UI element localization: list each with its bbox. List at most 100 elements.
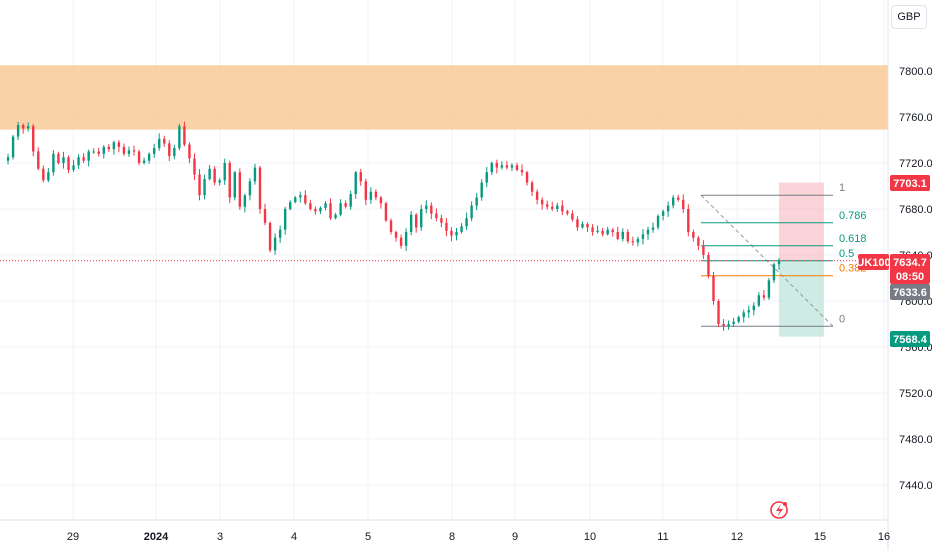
candle-body xyxy=(425,205,428,209)
candle-body xyxy=(772,264,776,281)
time-tick-label: 8 xyxy=(449,531,455,543)
candle-body xyxy=(152,148,156,154)
candle-body xyxy=(158,138,161,149)
short-position-tool[interactable] xyxy=(779,182,824,337)
candle-body xyxy=(767,280,771,298)
time-tick-label: 9 xyxy=(512,531,518,543)
candle-body xyxy=(404,232,408,246)
candle-body xyxy=(661,211,665,216)
candle-body xyxy=(314,209,317,212)
logo-ring xyxy=(770,501,788,519)
time-tick-label: 11 xyxy=(657,531,668,543)
price-tick-label: 7520.0 xyxy=(899,388,932,400)
candle-body xyxy=(656,215,660,228)
candle-body xyxy=(218,180,221,183)
resistance-zone xyxy=(0,65,888,130)
candle-body xyxy=(369,191,373,200)
fib-level-label: 0.5 xyxy=(839,248,854,260)
candle-body xyxy=(354,172,357,195)
resistance-zone-rect xyxy=(0,65,888,130)
candle-body xyxy=(324,203,327,208)
price-tick-label: 7480.0 xyxy=(899,434,932,446)
stop-price-tag-bg xyxy=(890,175,930,191)
candle-body xyxy=(757,295,761,306)
prev-close-tag-bg xyxy=(890,284,930,300)
time-tick-label: 10 xyxy=(584,531,596,543)
candle-body xyxy=(399,237,403,246)
candle-body xyxy=(37,151,40,169)
candle-body xyxy=(616,232,619,239)
candle-body xyxy=(329,203,332,219)
target-price-tag-bg xyxy=(890,331,930,347)
candle-body xyxy=(258,167,262,209)
last-price-block xyxy=(890,254,930,284)
time-tick-label: 3 xyxy=(217,531,223,543)
price-tick-label: 7440.0 xyxy=(899,480,932,492)
candle-body xyxy=(389,220,393,232)
candle-body xyxy=(32,126,35,152)
candle-body xyxy=(777,260,781,265)
fib-level-label: 1 xyxy=(839,182,845,194)
candle-body xyxy=(203,179,206,196)
candle-body xyxy=(92,151,95,153)
candle-body xyxy=(178,126,181,149)
price-tick-label: 7680.0 xyxy=(899,204,932,216)
candle-body xyxy=(414,214,418,228)
candle-body xyxy=(289,202,292,209)
candle-body xyxy=(671,197,675,206)
candle-body xyxy=(591,227,594,232)
time-tick-label: 4 xyxy=(291,531,297,543)
symbol-tag-bg xyxy=(858,254,889,270)
candle-body xyxy=(707,255,710,276)
candle-body xyxy=(16,125,20,137)
candle-body xyxy=(601,230,604,235)
fib-level-label: 0.786 xyxy=(839,210,867,222)
candle-body xyxy=(551,206,554,209)
candle-body xyxy=(223,163,226,181)
tradingview-logo-icon[interactable] xyxy=(770,501,788,519)
candle-body xyxy=(42,168,45,181)
candle-body xyxy=(238,172,242,207)
candle-body xyxy=(268,222,272,251)
candle-body xyxy=(183,126,186,145)
candle-body xyxy=(97,151,100,154)
candle-body xyxy=(82,157,85,161)
candle-body xyxy=(687,209,690,232)
candle-body xyxy=(475,197,478,206)
prev-close-tag: 7633.6 xyxy=(893,287,927,299)
candle-body xyxy=(530,182,534,192)
symbol-tag: UK100 xyxy=(856,257,890,269)
candle-body xyxy=(641,234,645,239)
currency-button[interactable]: GBP xyxy=(891,5,927,29)
candle-body xyxy=(273,237,277,251)
candle-body xyxy=(67,157,70,170)
candle-body xyxy=(87,151,90,161)
candle-body xyxy=(546,204,549,207)
candle-body xyxy=(142,160,146,163)
candle-body xyxy=(535,191,539,200)
candle-body xyxy=(747,310,750,313)
candle-body xyxy=(349,194,352,207)
stop-loss-zone xyxy=(779,182,824,261)
candle-body xyxy=(188,144,191,159)
price-tags: 7703.1 UK100 7634.7 08:50 7633.6 7568.4 xyxy=(856,175,930,347)
candle-body xyxy=(440,218,443,223)
candle-body xyxy=(62,157,65,163)
time-axis[interactable]: 29 2024 3 4 5 8 9 10 11 12 15 16 xyxy=(0,519,890,543)
price-tick-label: 7800.0 xyxy=(899,66,932,78)
fib-level-label: 0 xyxy=(839,313,845,325)
candle-body xyxy=(626,232,630,242)
candle-body xyxy=(430,205,433,214)
candle-body xyxy=(611,229,614,232)
candle-body xyxy=(359,172,362,182)
candle-body xyxy=(11,136,15,158)
candle-body xyxy=(112,142,116,150)
candle-body xyxy=(283,209,287,230)
candle-body xyxy=(294,197,297,203)
candle-body xyxy=(445,222,448,231)
candle-body xyxy=(319,207,322,212)
candle-body xyxy=(344,203,347,207)
time-tick-label: 2024 xyxy=(144,531,169,543)
candle-body xyxy=(420,209,423,228)
